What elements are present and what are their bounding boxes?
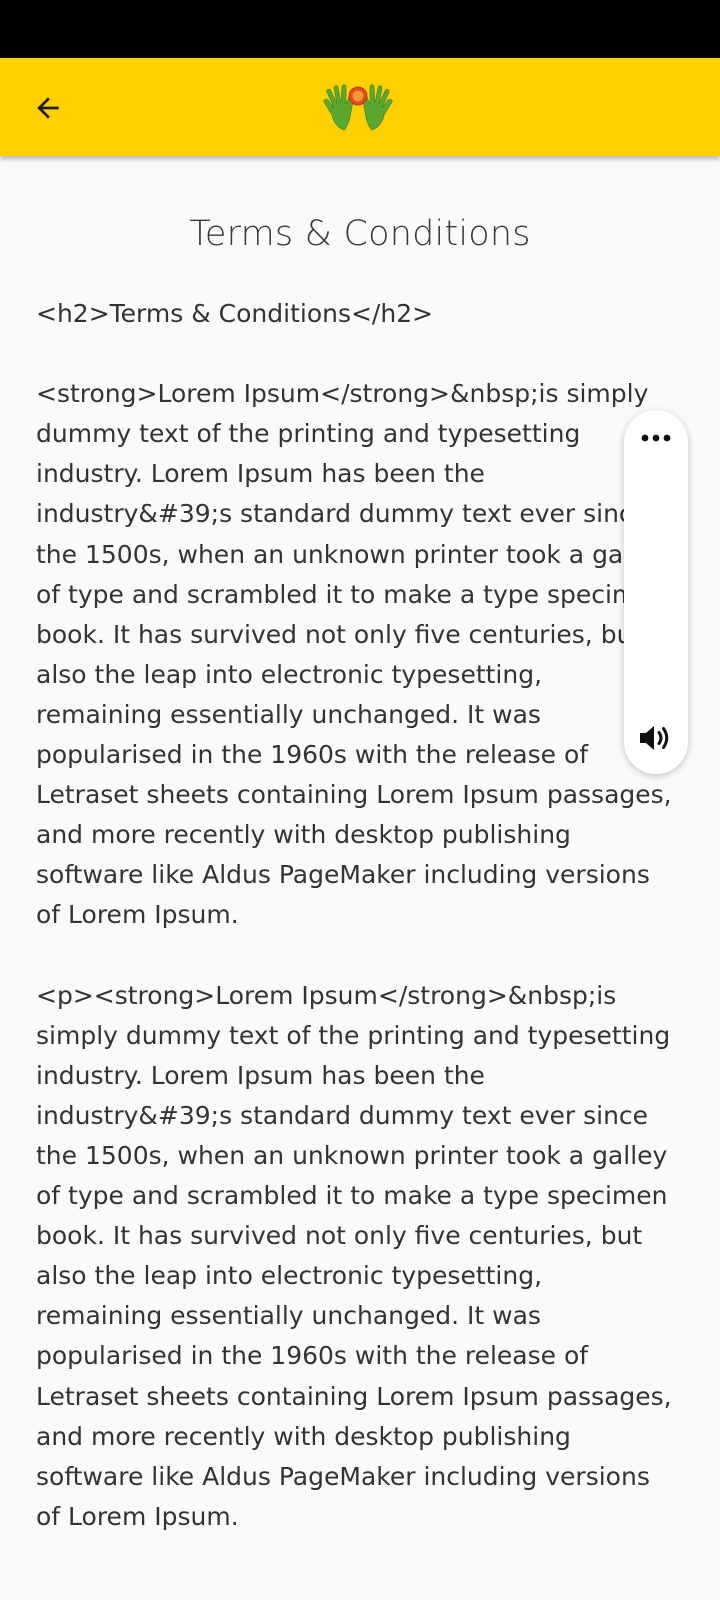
hands-logo-icon: [323, 84, 393, 131]
arrow-left-icon: [37, 97, 59, 119]
speaker-icon: [640, 726, 669, 750]
terms-body-text: <h2>Terms & Conditions</h2> <strong>Lore…: [36, 299, 672, 1531]
floating-accessibility-panel: [624, 410, 688, 774]
read-aloud-button[interactable]: [624, 714, 688, 762]
content-area: Terms & Conditions <h2>Terms & Condition…: [0, 156, 720, 1600]
more-horizontal-icon: [641, 434, 671, 442]
page-title: Terms & Conditions: [189, 214, 531, 254]
app-bar: [0, 58, 720, 156]
back-button[interactable]: [22, 82, 74, 134]
status-bar: [0, 0, 720, 58]
more-options-button[interactable]: [624, 418, 688, 458]
